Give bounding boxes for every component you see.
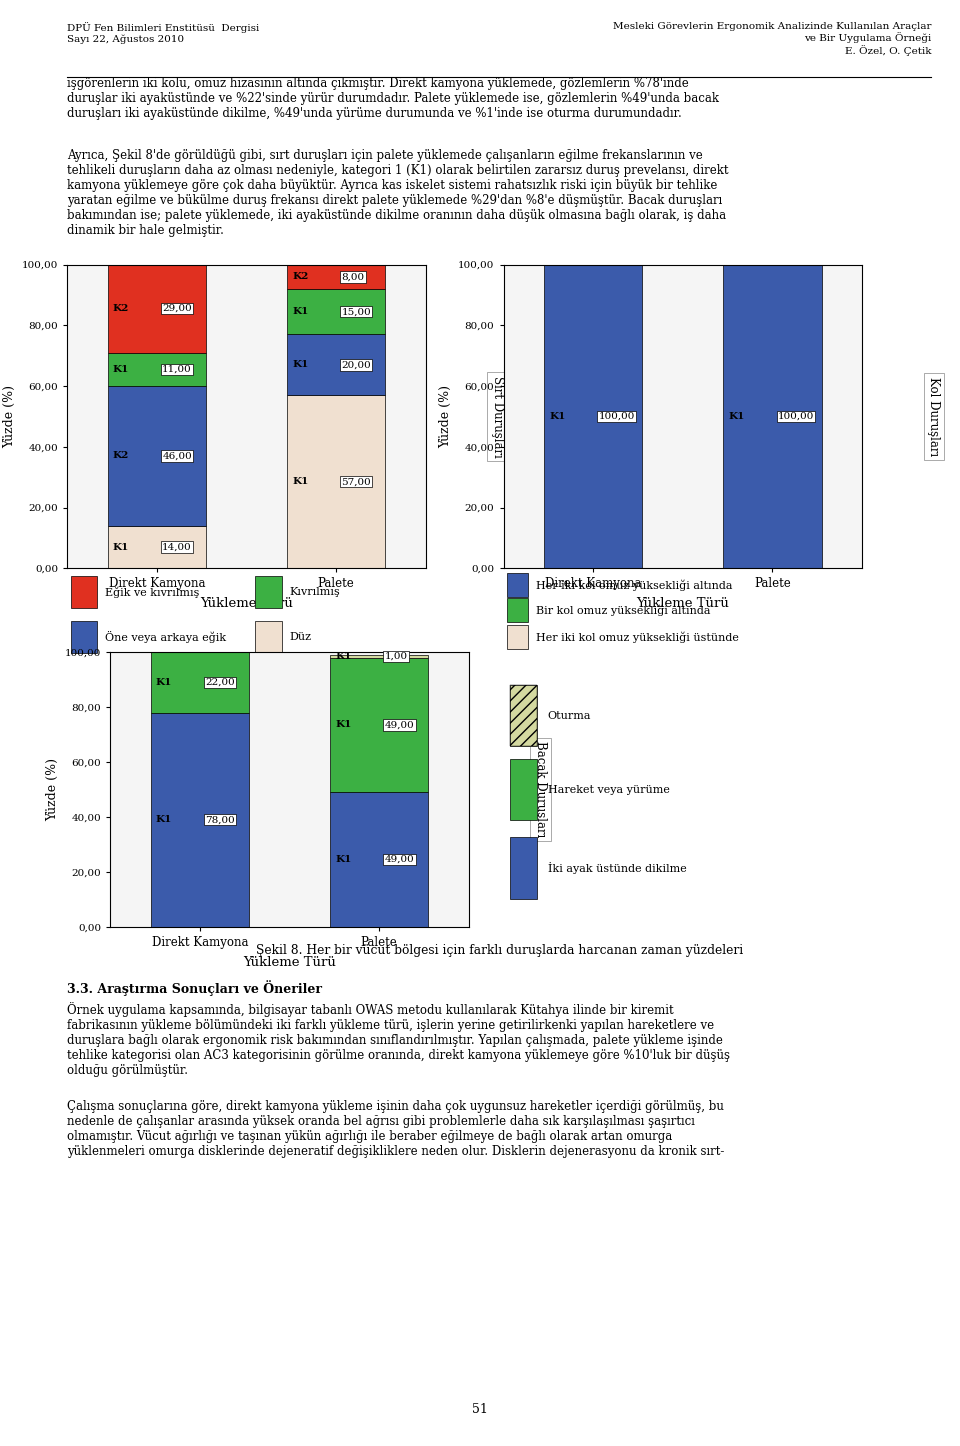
Text: Kıvrılmış: Kıvrılmış xyxy=(289,587,340,597)
Bar xyxy=(507,625,528,649)
Text: 14,00: 14,00 xyxy=(162,542,192,551)
Text: Kol Duruşları: Kol Duruşları xyxy=(927,377,940,455)
Text: K1: K1 xyxy=(292,307,308,317)
Text: Sırt Duruşları: Sırt Duruşları xyxy=(491,376,504,457)
Bar xyxy=(510,685,537,746)
Bar xyxy=(287,395,385,568)
Bar xyxy=(151,713,250,927)
Text: 8,00: 8,00 xyxy=(342,272,365,282)
Bar xyxy=(255,622,282,654)
Bar xyxy=(108,526,206,568)
Text: K1: K1 xyxy=(335,652,351,661)
Text: 11,00: 11,00 xyxy=(162,364,192,375)
Bar xyxy=(108,386,206,526)
Bar xyxy=(287,334,385,395)
Text: K1: K1 xyxy=(729,412,745,421)
Text: Ayrıca, Şekil 8'de görüldüğü gibi, sırt duruşları için palete yüklemede çalışanl: Ayrıca, Şekil 8'de görüldüğü gibi, sırt … xyxy=(67,149,729,237)
Text: 22,00: 22,00 xyxy=(205,678,235,687)
Bar xyxy=(71,576,97,607)
Text: 29,00: 29,00 xyxy=(162,304,192,314)
Text: DPÜ Fen Bilimleri Enstitüsü  Dergisi
Sayı 22, Ağustos 2010: DPÜ Fen Bilimleri Enstitüsü Dergisi Sayı… xyxy=(67,22,259,43)
Text: K1: K1 xyxy=(156,678,172,687)
Text: Her iki kol omuz yüksekliği üstünde: Her iki kol omuz yüksekliği üstünde xyxy=(536,632,738,643)
Bar xyxy=(151,652,250,713)
Text: Hareket veya yürüme: Hareket veya yürüme xyxy=(547,785,669,794)
Text: K1: K1 xyxy=(335,720,351,729)
Bar xyxy=(330,792,428,927)
Bar xyxy=(510,837,537,899)
Text: 51: 51 xyxy=(472,1404,488,1416)
X-axis label: Yükleme Türü: Yükleme Türü xyxy=(243,956,336,969)
Text: Mesleki Görevlerin Ergonomik Analizinde Kullanılan Araçlar
ve Bir Uygulama Örneğ: Mesleki Görevlerin Ergonomik Analizinde … xyxy=(612,22,931,56)
Text: K1: K1 xyxy=(292,360,308,369)
Bar xyxy=(510,685,537,746)
Bar xyxy=(287,289,385,334)
Text: K2: K2 xyxy=(113,304,130,314)
Text: K1: K1 xyxy=(292,477,308,486)
Bar xyxy=(507,573,528,597)
Bar xyxy=(507,599,528,622)
Text: Bacak Duruşları: Bacak Duruşları xyxy=(534,742,547,837)
Text: 20,00: 20,00 xyxy=(342,360,372,369)
Text: 100,00: 100,00 xyxy=(778,412,814,421)
Bar xyxy=(255,576,282,607)
Text: K1: K1 xyxy=(113,364,130,375)
Y-axis label: Yüzde (%): Yüzde (%) xyxy=(440,385,452,448)
Text: K1: K1 xyxy=(549,412,565,421)
Text: K1: K1 xyxy=(335,855,351,865)
Text: Çalışma sonuçlarına göre, direkt kamyona yükleme işinin daha çok uygunsuz hareke: Çalışma sonuçlarına göre, direkt kamyona… xyxy=(67,1100,725,1158)
Text: İki ayak üstünde dikilme: İki ayak üstünde dikilme xyxy=(547,862,686,875)
Y-axis label: Yüzde (%): Yüzde (%) xyxy=(46,758,60,821)
Text: 49,00: 49,00 xyxy=(385,720,415,729)
Text: K2: K2 xyxy=(292,272,308,282)
Text: 78,00: 78,00 xyxy=(205,816,235,824)
Text: 3.3. Araştırma Sonuçları ve Öneriler: 3.3. Araştırma Sonuçları ve Öneriler xyxy=(67,980,323,995)
Text: K2: K2 xyxy=(113,451,130,460)
Text: K1: K1 xyxy=(156,816,172,824)
Bar xyxy=(71,622,97,654)
Y-axis label: Yüzde (%): Yüzde (%) xyxy=(3,385,16,448)
X-axis label: Yükleme Türü: Yükleme Türü xyxy=(200,597,293,610)
Text: Örnek uygulama kapsamında, bilgisayar tabanlı OWAS metodu kullanılarak Kütahya i: Örnek uygulama kapsamında, bilgisayar ta… xyxy=(67,1002,731,1077)
Bar xyxy=(723,265,822,568)
Text: Her iki kol omuz yüksekliği altında: Her iki kol omuz yüksekliği altında xyxy=(536,580,732,591)
Text: K1: K1 xyxy=(113,542,130,551)
Bar xyxy=(510,759,537,820)
Text: Eğik ve kıvrılmış: Eğik ve kıvrılmış xyxy=(105,586,200,597)
X-axis label: Yükleme Türü: Yükleme Türü xyxy=(636,597,730,610)
Text: 15,00: 15,00 xyxy=(342,307,372,317)
Bar xyxy=(330,658,428,792)
Text: işgörenlerin iki kolu, omuz hizasının altında çıkmıştır. Direkt kamyona yüklemed: işgörenlerin iki kolu, omuz hizasının al… xyxy=(67,77,719,120)
Text: 49,00: 49,00 xyxy=(385,855,415,865)
Bar xyxy=(330,655,428,658)
Text: 1,00: 1,00 xyxy=(385,652,408,661)
Text: 57,00: 57,00 xyxy=(342,477,372,486)
Text: Öne veya arkaya eğik: Öne veya arkaya eğik xyxy=(105,630,226,643)
Text: 100,00: 100,00 xyxy=(598,412,635,421)
Text: Bir kol omuz yüksekliği altında: Bir kol omuz yüksekliği altında xyxy=(536,604,710,616)
Text: 46,00: 46,00 xyxy=(162,451,192,460)
Bar xyxy=(108,353,206,386)
Bar xyxy=(287,265,385,289)
Text: Düz: Düz xyxy=(289,632,311,642)
Text: Oturma: Oturma xyxy=(547,711,591,720)
Bar xyxy=(108,265,206,353)
Bar xyxy=(544,265,642,568)
Text: Şekil 8. Her bir vücut bölgesi için farklı duruşlarda harcanan zaman yüzdeleri: Şekil 8. Her bir vücut bölgesi için fark… xyxy=(255,944,743,956)
